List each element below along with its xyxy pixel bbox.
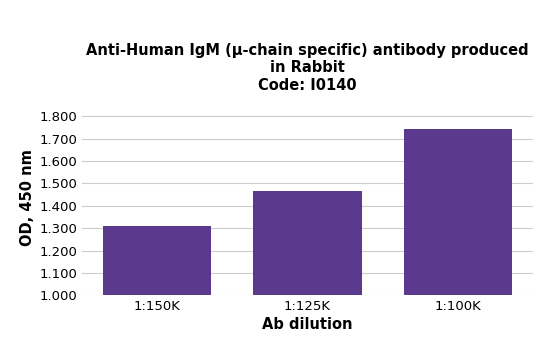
- Bar: [404, 129, 512, 295]
- Bar: [103, 226, 211, 295]
- Bar: [253, 191, 362, 295]
- X-axis label: Ab dilution: Ab dilution: [262, 317, 352, 332]
- Y-axis label: OD, 450 nm: OD, 450 nm: [20, 149, 36, 247]
- Title: Anti-Human IgM (μ-chain specific) antibody produced
in Rabbit
Code: I0140: Anti-Human IgM (μ-chain specific) antibo…: [86, 43, 529, 93]
